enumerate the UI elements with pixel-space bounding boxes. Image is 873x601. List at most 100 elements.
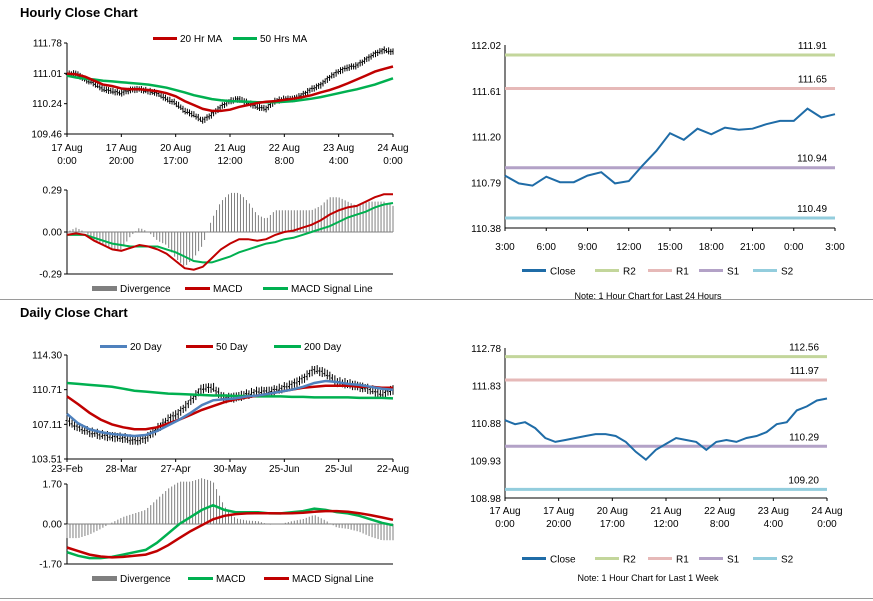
daily-pivots-x-tick-label-time: 4:00	[764, 519, 784, 530]
hourly-50hr-ma-line	[66, 74, 394, 104]
daily-pivots-x-tick-label: 24 Aug	[811, 506, 842, 517]
daily-price-x-tick-label: 25-Jun	[269, 464, 300, 475]
hourly-pivots-x-tick-label: 21:00	[740, 242, 765, 253]
daily-price-legend-label: 20 Day	[130, 342, 162, 353]
daily-macd-legend-swatch	[92, 576, 117, 581]
hourly-pivots-x-tick-label: 15:00	[657, 242, 682, 253]
daily-price-x-tick-label: 30-May	[213, 464, 246, 475]
daily-price-x-tick-label: 22-Aug	[377, 464, 409, 475]
daily-macd-legend-label: MACD Signal Line	[292, 574, 374, 585]
hourly-macd-legend-label: Divergence	[120, 284, 171, 295]
hourly-price-x-tick-label: 21 Aug	[214, 143, 245, 154]
daily-pivots-legend-label: R1	[676, 555, 689, 566]
hourly-price-x-tick-label: 17 Aug	[51, 143, 82, 154]
hourly-pivots-legend-label: Close	[550, 267, 576, 278]
hourly-pivots-y-tick-label: 110.38	[471, 224, 501, 235]
hourly-price-legend-label: 50 Hrs MA	[260, 34, 308, 45]
hourly-pivots-r1-level-label: 111.65	[798, 75, 828, 86]
hourly-pivots-x-tick-label: 3:00	[825, 242, 845, 253]
hourly-price-x-tick-label: 23 Aug	[323, 143, 354, 154]
daily-pivots-close-line	[504, 397, 828, 462]
hourly-pivots-y-tick-label: 110.79	[471, 178, 501, 189]
hourly-pivots-x-tick-label: 0:00	[784, 242, 804, 253]
section-divider	[0, 299, 873, 300]
daily-price-x-tick-label: 27-Apr	[161, 464, 192, 475]
daily-pivots-x-tick-label: 21 Aug	[650, 506, 681, 517]
daily-pivots-x-tick-label: 22 Aug	[704, 506, 735, 517]
hourly-price-y-tick-label: 111.01	[33, 69, 63, 80]
hourly-price-x-tick-label-time: 8:00	[275, 156, 295, 167]
daily-pivots-x-tick-label-time: 17:00	[600, 519, 625, 530]
daily-macd-legend-label: MACD	[216, 574, 245, 585]
daily-pivots-x-tick-label-time: 8:00	[710, 519, 730, 530]
hourly-pivots-y-tick-label: 111.61	[472, 87, 502, 98]
daily-pivots-s1-level-label: 110.29	[789, 432, 819, 443]
daily-pivots-y-tick-label: 108.98	[470, 494, 501, 505]
daily-pivots-x-tick-label: 23 Aug	[758, 506, 789, 517]
daily-pivots-r2-level-label: 112.56	[789, 343, 819, 354]
daily-pivots-legend-label: Close	[550, 555, 576, 566]
daily-pivots-x-tick-label: 20 Aug	[597, 506, 628, 517]
hourly-price-legend-label: 20 Hr MA	[180, 34, 223, 45]
hourly-macd-line	[66, 193, 393, 271]
hourly-macd-y-tick-label: -0.29	[39, 270, 62, 281]
hourly-price-y-tick-label: 110.24	[32, 99, 62, 110]
daily-pivots-legend-label: R2	[623, 555, 636, 566]
hourly-pivots-legend-label: S1	[727, 267, 740, 278]
hourly-price-x-tick-label: 20 Aug	[160, 143, 191, 154]
hourly-section-title: Hourly Close Chart	[20, 5, 138, 20]
daily-pivots-s2-level-label: 109.20	[788, 475, 819, 486]
daily-macd-y-tick-label: 0.00	[43, 520, 63, 531]
hourly-pivots-r2-level-label: 111.91	[798, 41, 828, 52]
daily-20day-ma-line	[66, 379, 394, 438]
hourly-pivots-note: Note: 1 Hour Chart for Last 24 Hours	[574, 291, 722, 301]
daily-macd-signal-line	[66, 509, 394, 559]
hourly-pivots-x-tick-label: 9:00	[578, 242, 598, 253]
hourly-pivots-s2-level-label: 110.49	[797, 204, 827, 215]
daily-pivots-x-tick-label-time: 0:00	[495, 519, 515, 530]
daily-pivots-x-tick-label: 17 Aug	[543, 506, 574, 517]
daily-price-y-tick-label: 114.30	[32, 351, 62, 362]
hourly-price-y-tick-label: 111.78	[33, 39, 63, 50]
hourly-20hr-ma-line	[66, 65, 394, 113]
hourly-pivots-y-tick-label: 111.20	[472, 133, 502, 144]
daily-price-legend-label: 200 Day	[304, 342, 341, 353]
daily-pivots-x-tick-label-time: 20:00	[546, 519, 571, 530]
daily-pivots-y-tick-label: 111.83	[472, 382, 502, 393]
daily-pivots-r1-level-label: 111.97	[790, 366, 820, 377]
hourly-pivots-close-line	[504, 107, 836, 187]
daily-price-x-tick-label: 28-Mar	[105, 464, 137, 475]
daily-pivots-x-tick-label: 17 Aug	[489, 506, 520, 517]
hourly-pivots-legend-label: S2	[781, 267, 794, 278]
daily-price-y-tick-label: 110.71	[32, 385, 62, 396]
hourly-price-x-tick-label: 22 Aug	[269, 143, 300, 154]
hourly-price-y-tick-label: 109.46	[31, 130, 62, 141]
hourly-price-x-tick-label: 24 Aug	[377, 143, 408, 154]
daily-macd-y-tick-label: 1.70	[43, 480, 63, 491]
hourly-price-x-tick-label-time: 12:00	[217, 156, 242, 167]
hourly-pivots-legend-label: R2	[623, 267, 636, 278]
hourly-price-x-tick-label-time: 0:00	[57, 156, 77, 167]
hourly-macd-y-tick-label: 0.29	[43, 186, 63, 197]
daily-pivots-x-tick-label-time: 12:00	[653, 519, 678, 530]
daily-section-title: Daily Close Chart	[20, 305, 128, 320]
daily-price-x-tick-label: 23-Feb	[51, 464, 83, 475]
bottom-divider	[0, 598, 873, 599]
daily-macd-legend-label: Divergence	[120, 574, 171, 585]
hourly-pivots-x-tick-label: 6:00	[537, 242, 557, 253]
hourly-macd-y-tick-label: 0.00	[43, 228, 63, 239]
daily-pivots-y-tick-label: 109.93	[470, 457, 501, 468]
daily-pivots-legend-label: S2	[781, 555, 794, 566]
daily-pivots-y-tick-label: 110.88	[471, 419, 501, 430]
hourly-price-x-tick-label-time: 20:00	[109, 156, 134, 167]
hourly-pivots-x-tick-label: 18:00	[699, 242, 724, 253]
daily-pivots-x-tick-label-time: 0:00	[817, 519, 837, 530]
hourly-pivots-x-tick-label: 12:00	[616, 242, 641, 253]
hourly-pivots-x-tick-label: 3:00	[495, 242, 515, 253]
daily-price-y-tick-label: 103.51	[31, 455, 62, 466]
hourly-pivots-y-tick-label: 112.02	[471, 41, 501, 52]
hourly-pivots-legend-label: R1	[676, 267, 689, 278]
hourly-price-x-tick-label-time: 4:00	[329, 156, 349, 167]
hourly-macd-legend-swatch	[92, 286, 117, 291]
